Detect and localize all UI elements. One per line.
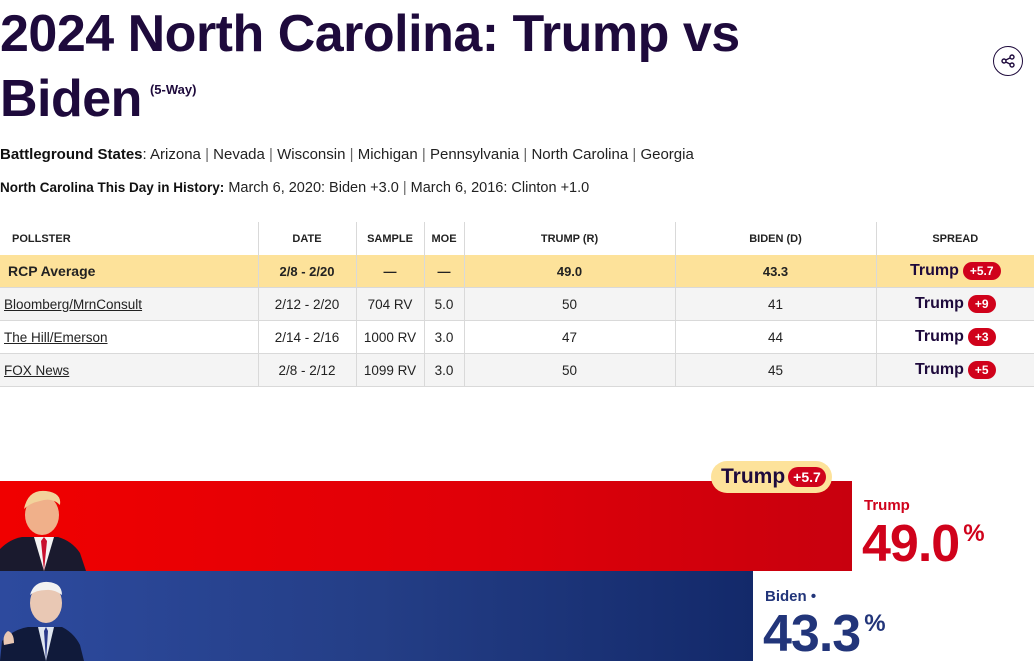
table-row: The Hill/Emerson 2/14 - 2/16 1000 RV 3.0… xyxy=(0,320,1034,354)
table-row: FOX News 2/8 - 2/12 1099 RV 3.0 50 45 Tr… xyxy=(0,353,1034,387)
leader-margin: +5.7 xyxy=(788,467,826,487)
row-sample: 1099 RV xyxy=(356,353,425,387)
row-date: 2/14 - 2/16 xyxy=(258,320,357,354)
pollster-link[interactable]: The Hill/Emerson xyxy=(4,329,108,345)
row-spread: Trump +5 xyxy=(876,353,1034,387)
col-biden[interactable]: BIDEN (D) xyxy=(675,222,877,255)
avg-spread: Trump +5.7 xyxy=(876,255,1034,288)
spread-badge: +5.7 xyxy=(962,262,1001,280)
col-spread[interactable]: SPREAD xyxy=(932,232,979,245)
spread-badge: +5 xyxy=(967,361,996,379)
trump-percent: 49.0% xyxy=(862,514,985,574)
avg-date: 2/8 - 2/20 xyxy=(258,255,357,288)
battleground-states: Battleground States: Arizona | Nevada | … xyxy=(0,146,694,163)
biden-percent-value: 43.3 xyxy=(763,605,861,663)
table-row: Bloomberg/MrnConsult 2/12 - 2/20 704 RV … xyxy=(0,287,1034,321)
battleground-label: Battleground States xyxy=(0,146,143,163)
avg-moe: — xyxy=(424,255,465,288)
history-line: North Carolina This Day in History: Marc… xyxy=(0,180,590,196)
row-biden: 45 xyxy=(675,353,877,387)
spread-leader: Trump xyxy=(909,262,959,279)
share-button[interactable] xyxy=(993,46,1023,76)
spread-leader: Trump xyxy=(914,295,964,312)
pollster-link[interactable]: FOX News xyxy=(4,362,70,378)
row-trump: 50 xyxy=(464,287,676,321)
biden-label-marker: • xyxy=(810,588,817,605)
state-link-nevada[interactable]: Nevada xyxy=(213,146,265,163)
trump-photo xyxy=(0,490,86,571)
state-link-north-carolina[interactable]: North Carolina xyxy=(531,146,629,163)
row-moe: 3.0 xyxy=(424,320,465,354)
col-date[interactable]: DATE xyxy=(258,222,357,255)
spread-leader: Trump xyxy=(914,361,964,378)
row-trump: 50 xyxy=(464,353,676,387)
history-link-2016[interactable]: March 6, 2016: Clinton +1.0 xyxy=(410,180,590,196)
avg-sample: — xyxy=(356,255,425,288)
row-biden: 41 xyxy=(675,287,877,321)
biden-percent: 43.3% xyxy=(763,604,886,664)
state-link-wisconsin[interactable]: Wisconsin xyxy=(277,146,346,163)
rcp-average-row: RCP Average 2/8 - 2/20 — — 49.0 43.3 Tru… xyxy=(0,255,1034,288)
row-spread: Trump +9 xyxy=(876,287,1034,321)
state-link-pennsylvania[interactable]: Pennsylvania xyxy=(429,146,520,163)
spread-badge: +3 xyxy=(967,328,996,346)
title-text: 2024 North Carolina: Trump vs Biden xyxy=(0,5,740,128)
row-moe: 5.0 xyxy=(424,287,465,321)
col-sample[interactable]: SAMPLE xyxy=(356,222,425,255)
history-label: North Carolina This Day in History: xyxy=(0,180,225,195)
table-header-row: POLLSTER DATE SAMPLE MOE TRUMP (R) BIDEN… xyxy=(0,222,1034,255)
avg-pollster: RCP Average xyxy=(0,255,259,288)
polls-table: POLLSTER DATE SAMPLE MOE TRUMP (R) BIDEN… xyxy=(0,222,1034,387)
share-icon xyxy=(1001,54,1015,68)
leader-badge: Trump +5.7 xyxy=(711,461,832,493)
row-sample: 704 RV xyxy=(356,287,425,321)
col-trump[interactable]: TRUMP (R) xyxy=(464,222,676,255)
trump-label: Trump xyxy=(864,497,910,514)
state-link-georgia[interactable]: Georgia xyxy=(640,146,694,163)
trump-percent-unit: % xyxy=(963,520,984,547)
biden-label: Biden • xyxy=(765,588,816,605)
row-pollster: Bloomberg/MrnConsult xyxy=(0,287,259,321)
trump-percent-value: 49.0 xyxy=(862,515,960,573)
avg-biden: 43.3 xyxy=(675,255,877,288)
page-title: 2024 North Carolina: Trump vs Biden (5-Wa… xyxy=(0,6,900,127)
row-trump: 47 xyxy=(464,320,676,354)
row-sample: 1000 RV xyxy=(356,320,425,354)
row-date: 2/8 - 2/12 xyxy=(258,353,357,387)
spread-leader: Trump xyxy=(914,328,964,345)
trump-bar xyxy=(0,481,852,571)
pollster-link[interactable]: Bloomberg/MrnConsult xyxy=(4,296,143,312)
row-spread: Trump +3 xyxy=(876,320,1034,354)
row-biden: 44 xyxy=(675,320,877,354)
col-pollster[interactable]: POLLSTER xyxy=(0,222,259,255)
state-link-michigan[interactable]: Michigan xyxy=(357,146,418,163)
spread-badge: +9 xyxy=(967,295,996,313)
title-subtitle: (5-Way) xyxy=(149,82,197,97)
col-moe[interactable]: MOE xyxy=(424,222,465,255)
state-link-arizona[interactable]: Arizona xyxy=(150,146,201,163)
biden-photo xyxy=(0,581,84,661)
biden-label-name: Biden xyxy=(765,588,807,605)
biden-percent-unit: % xyxy=(864,610,885,637)
row-pollster: FOX News xyxy=(0,353,259,387)
row-pollster: The Hill/Emerson xyxy=(0,320,259,354)
row-moe: 3.0 xyxy=(424,353,465,387)
leader-name: Trump xyxy=(721,465,786,488)
biden-bar xyxy=(0,571,753,661)
avg-trump: 49.0 xyxy=(464,255,676,288)
row-date: 2/12 - 2/20 xyxy=(258,287,357,321)
history-link-2020[interactable]: March 6, 2020: Biden +3.0 xyxy=(228,180,399,196)
